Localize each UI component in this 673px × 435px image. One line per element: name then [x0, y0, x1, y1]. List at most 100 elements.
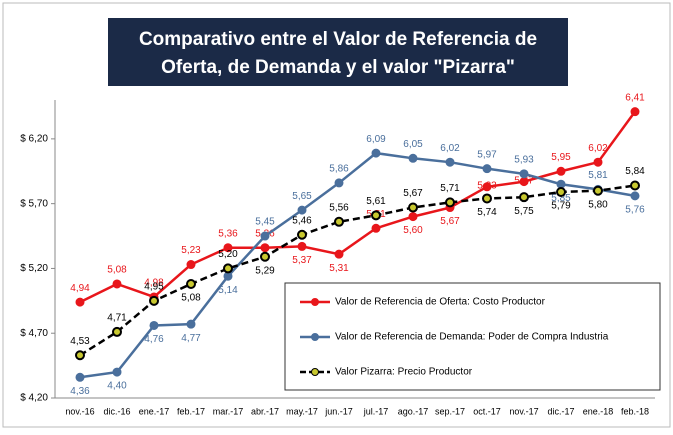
- value-label: 6,41: [625, 92, 645, 103]
- point: [556, 166, 566, 176]
- point: [408, 153, 418, 163]
- point: [186, 278, 196, 289]
- point: [630, 180, 640, 191]
- series-line: [79, 184, 636, 357]
- point: [334, 178, 344, 188]
- x-tick-label: ene.-18: [583, 406, 614, 416]
- value-label: 5,14: [218, 285, 238, 296]
- point: [334, 216, 344, 227]
- point: [482, 164, 492, 174]
- value-label: 5,85: [551, 193, 571, 204]
- value-label: 5,67: [440, 216, 460, 227]
- point: [112, 279, 122, 289]
- point: [593, 185, 603, 196]
- point: [445, 197, 455, 208]
- point: [371, 148, 381, 158]
- value-label: 5,45: [255, 217, 275, 228]
- x-tick-label: dic.-17: [547, 406, 574, 416]
- value-label: 5,56: [329, 202, 349, 213]
- point: [223, 243, 233, 253]
- x-tick-label: oct.-17: [473, 406, 501, 416]
- value-label: 5,46: [292, 215, 312, 226]
- x-tick-label: feb.-17: [177, 406, 205, 416]
- x-tick-label: sep.-17: [435, 406, 465, 416]
- value-label: 5,29: [255, 265, 275, 276]
- x-tick-label: ago.-17: [398, 406, 429, 416]
- point: [630, 107, 640, 117]
- x-tick-label: jun.-17: [324, 406, 353, 416]
- value-label: 5,60: [403, 225, 423, 236]
- legend-marker: [311, 368, 319, 376]
- point: [556, 186, 566, 197]
- value-label: 5,86: [329, 164, 349, 175]
- x-tick-label: abr.-17: [251, 406, 279, 416]
- value-label: 5,36: [218, 228, 238, 239]
- value-label: 5,84: [625, 166, 645, 177]
- value-label: 5,67: [403, 188, 423, 199]
- value-label: 4,36: [70, 386, 90, 397]
- point: [112, 367, 122, 377]
- y-tick-label: $ 5,20: [20, 263, 48, 274]
- value-label: 6,09: [366, 134, 386, 145]
- value-label: 5,65: [292, 191, 312, 202]
- value-label: 6,05: [403, 139, 423, 150]
- point: [630, 191, 640, 201]
- value-label: 5,61: [366, 196, 386, 207]
- point: [149, 320, 159, 330]
- x-tick-label: mar.-17: [213, 406, 244, 416]
- value-label: 5,71: [440, 183, 460, 194]
- point: [408, 212, 418, 222]
- value-label: 5,23: [181, 245, 201, 256]
- legend: [284, 282, 661, 391]
- value-label: 5,87: [514, 175, 534, 186]
- series-line: [79, 110, 637, 304]
- legend-marker: [311, 298, 319, 306]
- point: [482, 182, 492, 192]
- y-tick-label: $ 6,20: [20, 134, 48, 145]
- value-label: 5,08: [181, 293, 201, 304]
- legend-label: Valor de Referencia de Demanda: Poder de…: [335, 332, 609, 343]
- point: [112, 326, 122, 337]
- y-tick-label: $ 4,20: [20, 393, 48, 404]
- point: [186, 319, 196, 329]
- point: [482, 193, 492, 204]
- value-label: 5,75: [514, 206, 534, 217]
- value-label: 5,74: [477, 207, 497, 218]
- x-tick-label: nov.-17: [509, 406, 538, 416]
- value-label: 4,53: [70, 336, 90, 347]
- point: [297, 229, 307, 240]
- value-label: 4,77: [181, 333, 201, 344]
- point: [371, 210, 381, 221]
- value-label: 5,97: [477, 149, 497, 160]
- point: [519, 169, 529, 179]
- value-label: 4,95: [144, 281, 164, 292]
- legend-label: Valor Pizarra: Precio Productor: [335, 367, 473, 378]
- value-label: 5,37: [292, 255, 312, 266]
- value-label: 5,76: [625, 205, 645, 216]
- y-tick-label: $ 5,70: [20, 198, 48, 209]
- value-label: 4,94: [70, 283, 90, 294]
- point: [519, 192, 529, 203]
- value-label: 4,71: [107, 313, 127, 324]
- value-label: 4,40: [107, 381, 127, 392]
- value-label: 5,20: [218, 249, 238, 260]
- point: [260, 251, 270, 262]
- point: [260, 243, 270, 253]
- value-label: 4,98: [144, 278, 164, 289]
- chart-title: Comparativo entre el Valor de Referencia…: [139, 29, 537, 78]
- point: [149, 295, 159, 306]
- point: [371, 223, 381, 233]
- point: [445, 157, 455, 167]
- value-label: 6,02: [588, 143, 608, 154]
- value-label: 5,93: [514, 154, 534, 165]
- x-tick-label: dic.-16: [103, 406, 130, 416]
- point: [334, 249, 344, 259]
- value-label: 5,81: [588, 170, 608, 181]
- value-label: 5,83: [477, 180, 497, 191]
- point: [297, 205, 307, 215]
- value-label: 5,95: [551, 152, 571, 163]
- point: [408, 202, 418, 213]
- x-tick-label: nov.-16: [65, 406, 94, 416]
- value-label: 5,79: [551, 201, 571, 212]
